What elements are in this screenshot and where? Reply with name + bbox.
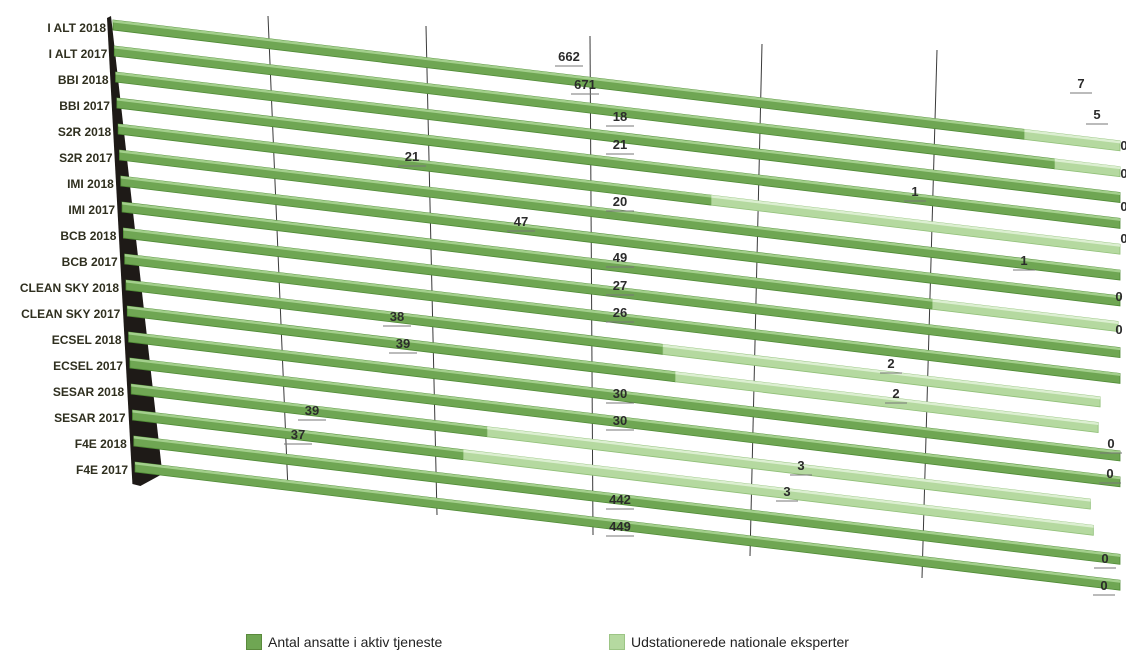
category-label: IMI 2018 <box>67 177 114 191</box>
category-label: SESAR 2018 <box>53 385 125 399</box>
value-label-experts: 0 <box>1115 322 1122 337</box>
category-label: ECSEL 2017 <box>53 359 123 373</box>
bar-staff-highlight <box>123 228 1120 351</box>
value-label-staff: 39 <box>305 403 319 418</box>
category-label: CLEAN SKY 2018 <box>20 281 119 295</box>
category-label: BCB 2017 <box>62 255 118 269</box>
bar-staff-highlight <box>133 436 1121 557</box>
bar-staff-highlight <box>135 462 1121 583</box>
bar-staff-highlight <box>116 98 1120 221</box>
category-label: BBI 2018 <box>58 73 109 87</box>
category-label: I ALT 2018 <box>47 21 106 35</box>
bar-experts-highlight <box>487 426 1091 502</box>
value-label-staff: 449 <box>609 519 631 534</box>
category-label: S2R 2017 <box>59 151 113 165</box>
value-label-staff: 49 <box>613 250 627 265</box>
category-label: IMI 2017 <box>68 203 115 217</box>
bar-staff-highlight <box>131 384 488 430</box>
bar-staff-highlight <box>118 124 712 198</box>
bar-staff-highlight <box>132 410 464 453</box>
value-label-experts: 0 <box>1120 166 1126 181</box>
bar-experts-highlight <box>675 371 1099 426</box>
bar-staff-highlight <box>115 72 1121 196</box>
bar-staff-highlight <box>120 176 1121 299</box>
value-label-staff: 662 <box>558 49 580 64</box>
category-label: S2R 2018 <box>58 125 112 139</box>
value-label-experts: 2 <box>887 356 894 371</box>
value-label-staff: 18 <box>613 109 627 124</box>
legend-item-experts: Udstationerede nationale eksperter <box>609 634 849 650</box>
value-label-experts: 1 <box>911 184 918 199</box>
value-label-staff: 39 <box>396 336 410 351</box>
bar-experts-highlight <box>463 449 1094 528</box>
value-label-experts: 0 <box>1106 466 1113 481</box>
bar-experts-highlight <box>1024 129 1120 144</box>
bar-staff-highlight <box>127 306 676 375</box>
category-label: CLEAN SKY 2017 <box>21 307 120 321</box>
value-label-experts: 5 <box>1093 107 1100 122</box>
bar-staff <box>124 253 1121 384</box>
value-label-staff: 21 <box>613 137 627 152</box>
bar-staff-highlight <box>126 280 663 347</box>
legend-label-experts: Udstationerede nationale eksperter <box>631 634 849 650</box>
value-label-staff: 30 <box>613 413 627 428</box>
legend-swatch-experts <box>609 634 625 650</box>
bars <box>112 19 1121 591</box>
value-label-experts: 3 <box>797 458 804 473</box>
value-label-experts: 0 <box>1101 551 1108 566</box>
bar-experts-highlight <box>662 344 1101 400</box>
value-label-experts: 0 <box>1115 289 1122 304</box>
value-label-experts: 0 <box>1100 578 1107 593</box>
bar-staff-highlight <box>129 358 1120 480</box>
category-label: F4E 2018 <box>75 437 127 451</box>
bar-experts-highlight <box>1054 158 1120 170</box>
legend-swatch-staff <box>246 634 262 650</box>
bar-staff <box>123 227 1121 359</box>
value-label-staff: 20 <box>613 194 627 209</box>
value-label-staff: 21 <box>405 149 419 164</box>
value-label-staff: 37 <box>291 427 305 442</box>
gridline <box>749 43 763 557</box>
value-label-experts: 0 <box>1107 436 1114 451</box>
value-label-staff: 47 <box>514 214 528 229</box>
category-label: SESAR 2017 <box>54 411 126 425</box>
value-label-experts: 0 <box>1120 231 1126 246</box>
value-label-experts: 0 <box>1120 138 1126 153</box>
category-label: F4E 2017 <box>76 463 128 477</box>
legend-item-staff: Antal ansatte i aktiv tjeneste <box>246 634 442 650</box>
value-label-staff: 671 <box>574 77 596 92</box>
value-label-staff: 26 <box>613 305 627 320</box>
gridline <box>921 49 938 579</box>
category-labels: I ALT 2018 I ALT 2017 BBI 2018 BBI 2017 S2R … <box>20 21 129 477</box>
bar-experts-highlight <box>711 195 1120 247</box>
bar-staff-highlight <box>114 46 1055 162</box>
value-label-experts: 2 <box>892 386 899 401</box>
value-label-experts: 1 <box>1020 253 1027 268</box>
value-label-staff: 442 <box>609 492 631 507</box>
legend-label-staff: Antal ansatte i aktiv tjeneste <box>268 634 443 650</box>
value-label-staff: 27 <box>613 278 627 293</box>
value-label-experts: 3 <box>783 484 790 499</box>
value-label-experts: 7 <box>1077 76 1084 91</box>
stacked-bar-chart: I ALT 2018 I ALT 2017 BBI 2018 BBI 2017 S2R … <box>20 15 1126 596</box>
bar-staff <box>128 331 1121 462</box>
bar-staff-highlight <box>122 202 933 302</box>
bar-staff-highlight <box>128 332 1121 454</box>
bar-experts <box>674 371 1099 433</box>
bar-staff-highlight <box>124 254 1120 376</box>
legend: Antal ansatte i aktiv tjeneste Udstation… <box>0 632 1126 650</box>
bar-experts-highlight <box>932 299 1119 325</box>
category-label: BCB 2018 <box>60 229 116 243</box>
value-label-staff: 38 <box>390 309 404 324</box>
category-label: BBI 2017 <box>59 99 110 113</box>
category-label: I ALT 2017 <box>49 47 108 61</box>
value-label-staff: 30 <box>613 386 627 401</box>
bar-staff-highlight <box>113 20 1025 132</box>
category-label: ECSEL 2018 <box>52 333 122 347</box>
value-label-experts: 0 <box>1120 199 1126 214</box>
